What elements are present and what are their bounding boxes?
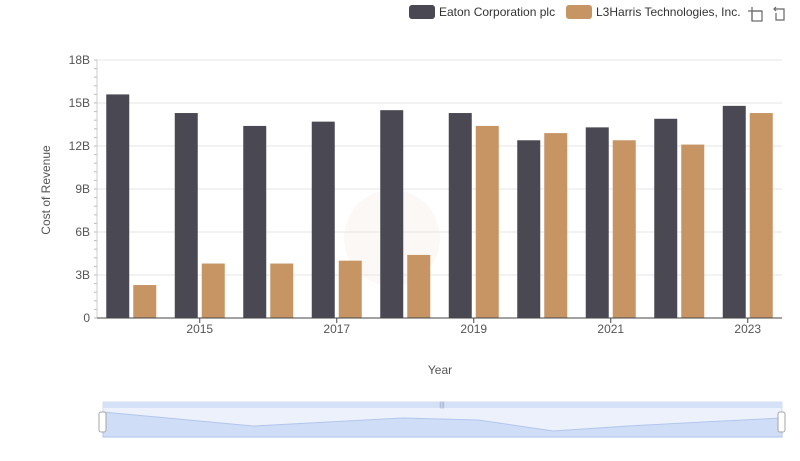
legend-swatch-l3harris (566, 5, 592, 19)
x-tick-label: 2021 (597, 322, 624, 336)
x-tick-label: 2023 (734, 322, 761, 336)
bar-l3harris-2021[interactable] (612, 140, 636, 318)
legend: Eaton Corporation plc L3Harris Technolog… (409, 5, 741, 19)
grid-lines (97, 59, 782, 319)
slider-handle-right[interactable] (777, 411, 786, 433)
bar-eaton-2014[interactable] (106, 94, 130, 319)
legend-label-eaton: Eaton Corporation plc (439, 5, 555, 19)
zoom-icon[interactable] (748, 7, 763, 22)
y-tick-label: 6B (75, 225, 90, 239)
data-zoom-slider[interactable]: ||| (98, 401, 786, 438)
bar-l3harris-2016[interactable] (270, 263, 294, 318)
bar-eaton-2019[interactable] (448, 113, 472, 319)
bar-eaton-2021[interactable] (585, 127, 609, 318)
y-axis: 0 3B 6B 9B 12B 15B 18B (69, 53, 98, 325)
slider-grip-icon[interactable]: ||| (439, 402, 445, 409)
y-tick-label: 3B (75, 268, 90, 282)
bar-l3harris-2019[interactable] (475, 125, 499, 318)
bar-l3harris-2014[interactable] (133, 285, 157, 318)
legend-label-l3harris: L3Harris Technologies, Inc. (596, 5, 741, 19)
legend-item-eaton[interactable]: Eaton Corporation plc (409, 5, 555, 19)
legend-swatch-eaton (409, 5, 435, 19)
bar-l3harris-2018[interactable] (407, 254, 431, 318)
bar-eaton-2020[interactable] (517, 140, 541, 318)
x-tick-label: 2017 (323, 322, 350, 336)
bar-l3harris-2015[interactable] (201, 263, 225, 318)
reset-zoom-icon[interactable] (773, 6, 785, 21)
y-tick-label: 15B (69, 96, 90, 110)
bar-eaton-2023[interactable] (722, 105, 746, 318)
bar-eaton-2022[interactable] (654, 118, 678, 319)
bar-l3harris-2017[interactable] (338, 260, 362, 318)
slider-shadow-area (102, 411, 783, 438)
y-tick-label: 0 (83, 311, 90, 325)
y-tick-label: 18B (69, 53, 90, 67)
x-tick-label: 2015 (186, 322, 213, 336)
x-tick-label: 2019 (460, 322, 487, 336)
y-axis-title: Cost of Revenue (39, 145, 53, 235)
bar-l3harris-2023[interactable] (749, 113, 773, 319)
x-axis: 2015 2017 2019 2021 2023 (97, 317, 782, 336)
slider-top-bar[interactable] (103, 402, 782, 408)
slider-handle-left[interactable] (98, 411, 107, 433)
bars (106, 94, 773, 319)
bar-eaton-2015[interactable] (174, 113, 198, 319)
bar-eaton-2016[interactable] (243, 125, 267, 318)
y-tick-label: 12B (69, 139, 90, 153)
bar-l3harris-2022[interactable] (681, 144, 705, 318)
y-tick-label: 9B (75, 182, 90, 196)
legend-item-l3harris[interactable]: L3Harris Technologies, Inc. (566, 5, 741, 19)
x-axis-title: Year (428, 363, 452, 377)
bar-eaton-2018[interactable] (380, 110, 404, 319)
bar-l3harris-2020[interactable] (544, 133, 568, 318)
bar-eaton-2017[interactable] (311, 121, 335, 318)
